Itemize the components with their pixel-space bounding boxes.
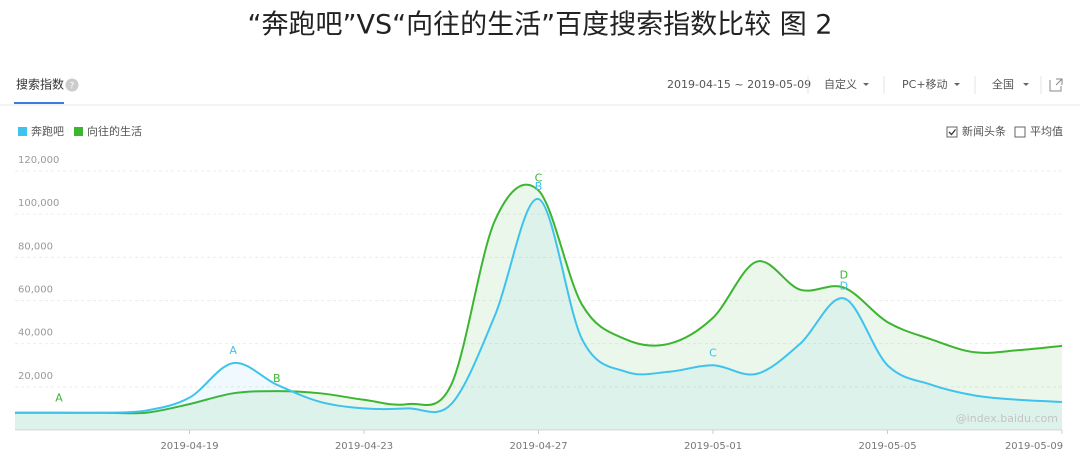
page-title: “奔跑吧”VS“向往的生活”百度搜索指数比较 图 2 bbox=[248, 10, 833, 41]
help-icon[interactable] bbox=[65, 78, 79, 92]
y-tick-label: 40,000 bbox=[18, 328, 53, 339]
annotation: B bbox=[273, 372, 281, 385]
annotation: D bbox=[840, 279, 848, 292]
y-tick-label: 60,000 bbox=[18, 285, 53, 296]
caret bbox=[863, 83, 869, 86]
annotation: C bbox=[709, 346, 717, 359]
y-tick-label: 20,000 bbox=[18, 371, 53, 382]
plot: 20,000 40,000 60,000 80,000 100,000 120,000 20… bbox=[15, 155, 1063, 452]
series-line bbox=[15, 198, 1063, 414]
tab[interactable]: 搜索指数 bbox=[16, 77, 64, 92]
caret bbox=[954, 83, 960, 86]
annotation: A bbox=[229, 344, 237, 357]
annotation: D bbox=[840, 269, 848, 282]
option-label: 平均值 bbox=[1030, 125, 1063, 138]
legend-label: 向往的生活 bbox=[87, 124, 142, 138]
checkmark bbox=[948, 129, 957, 136]
y-tick-label: 120,000 bbox=[18, 155, 59, 166]
y-tick-label: 100,000 bbox=[18, 198, 59, 209]
legend-label: 奔跑吧 bbox=[31, 124, 64, 138]
legend-swatch bbox=[74, 127, 83, 136]
export-icon[interactable] bbox=[1049, 78, 1063, 92]
x-tick-label: 2019-04-27 bbox=[509, 441, 567, 452]
y-tick-label: 80,000 bbox=[18, 241, 53, 252]
x-tick-label: 2019-05-01 bbox=[684, 441, 742, 452]
region-select[interactable]: 全国 bbox=[992, 77, 1014, 91]
x-tick-label: 2019-04-23 bbox=[335, 441, 393, 452]
custom-select[interactable]: 自定义 bbox=[824, 77, 857, 91]
x-tick-label: 2019-05-05 bbox=[858, 441, 916, 452]
legend-swatch bbox=[18, 127, 27, 136]
tab-underline bbox=[14, 102, 64, 104]
date-range[interactable]: 2019-04-15 ~ 2019-05-09 bbox=[667, 78, 811, 91]
area bbox=[15, 184, 1062, 430]
x-tick-label: 2019-04-19 bbox=[160, 441, 218, 452]
legend: 奔跑吧 向往的生活 bbox=[18, 124, 142, 138]
device-select[interactable]: PC+移动 bbox=[902, 78, 948, 91]
option-label: 新闻头条 bbox=[962, 124, 1006, 138]
x-tick-label: 2019-05-09 bbox=[1005, 441, 1063, 452]
checkbox[interactable] bbox=[1014, 126, 1026, 138]
annotation: C bbox=[535, 171, 543, 184]
options: 新闻头条 平均值 bbox=[946, 124, 1063, 138]
annotation: A bbox=[55, 392, 63, 405]
watermark: @index.baidu.com bbox=[956, 412, 1058, 425]
annotation: B bbox=[535, 180, 543, 193]
series-line bbox=[15, 183, 1063, 415]
area bbox=[15, 198, 1062, 430]
caret bbox=[1023, 83, 1029, 86]
checkbox[interactable] bbox=[946, 126, 958, 138]
help-text[interactable]: ? bbox=[70, 82, 75, 92]
